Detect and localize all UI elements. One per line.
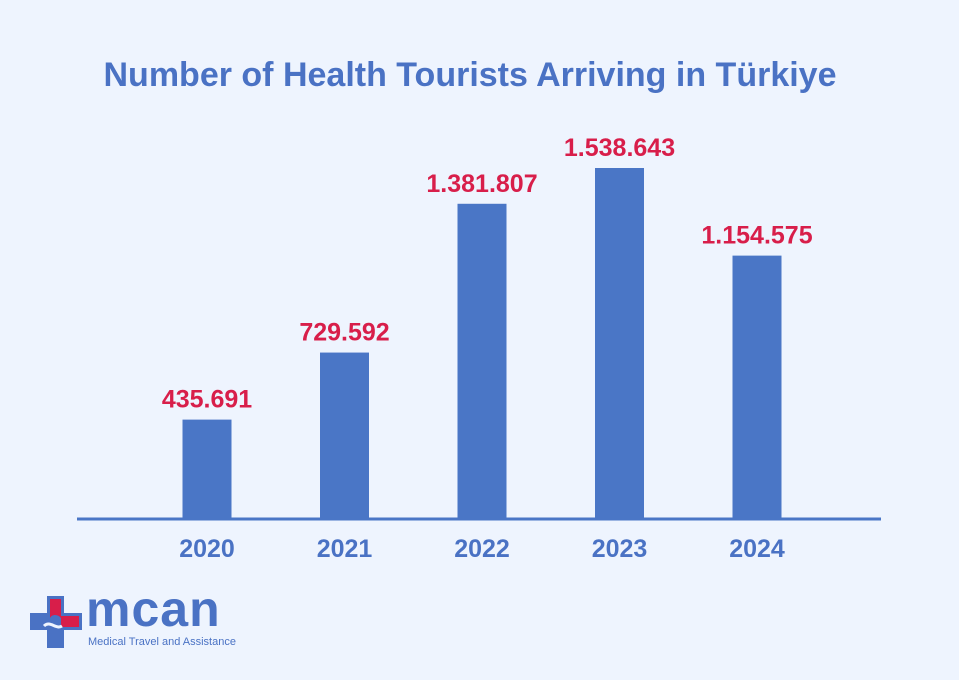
x-tick-2020: 2020 — [179, 535, 235, 563]
logo-tagline: Medical Travel and Assistance — [88, 636, 236, 648]
bar-2024 — [732, 255, 782, 519]
x-tick-2021: 2021 — [317, 535, 373, 563]
x-tick-2023: 2023 — [592, 535, 648, 563]
chart-title: Number of Health Tourists Arriving in Tü… — [104, 56, 837, 94]
x-tick-2022: 2022 — [454, 535, 510, 563]
data-label-2021: 729.592 — [299, 319, 389, 347]
medical-cross-icon — [30, 596, 82, 648]
data-label-2023: 1.538.643 — [564, 134, 675, 162]
bar-2023 — [595, 168, 644, 519]
bar-2021 — [320, 352, 369, 519]
mcan-logo: mcan Medical Travel and Assistance — [30, 584, 260, 656]
bars-group: 435.691 729.592 1.381.807 1.538.643 1.154.57… — [162, 134, 813, 520]
x-tick-2024: 2024 — [729, 535, 785, 563]
logo-wordmark: mcan — [86, 581, 221, 637]
x-tick-labels: 2020 2021 2022 2023 2024 — [179, 535, 785, 563]
data-label-2022: 1.381.807 — [426, 170, 537, 198]
data-label-2020: 435.691 — [162, 386, 252, 414]
bar-2022 — [457, 203, 507, 520]
data-label-2024: 1.154.575 — [701, 222, 812, 250]
bar-2020 — [182, 419, 232, 519]
